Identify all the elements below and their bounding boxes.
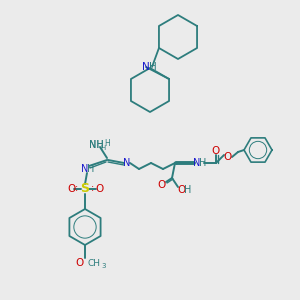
Text: O: O [67, 184, 75, 194]
Text: NH: NH [88, 140, 104, 150]
Text: O: O [95, 184, 103, 194]
Text: H: H [149, 62, 157, 72]
Text: H: H [87, 164, 95, 174]
Text: S: S [80, 182, 89, 196]
Text: O: O [224, 152, 232, 162]
Text: H: H [104, 140, 110, 148]
Text: CH: CH [88, 259, 100, 268]
Text: H: H [199, 158, 207, 168]
Text: N: N [193, 158, 201, 168]
Text: O: O [178, 185, 186, 195]
Text: O: O [212, 146, 220, 156]
Text: NH: NH [88, 140, 104, 150]
Text: N: N [81, 164, 89, 174]
Text: H: H [100, 145, 106, 151]
Text: H: H [184, 185, 192, 195]
Text: :: : [75, 183, 79, 193]
Text: N: N [142, 62, 150, 72]
Text: N: N [123, 158, 131, 168]
Text: :: : [92, 183, 94, 193]
Text: O: O [158, 180, 166, 190]
Text: O: O [76, 258, 84, 268]
Text: 3: 3 [102, 263, 106, 269]
